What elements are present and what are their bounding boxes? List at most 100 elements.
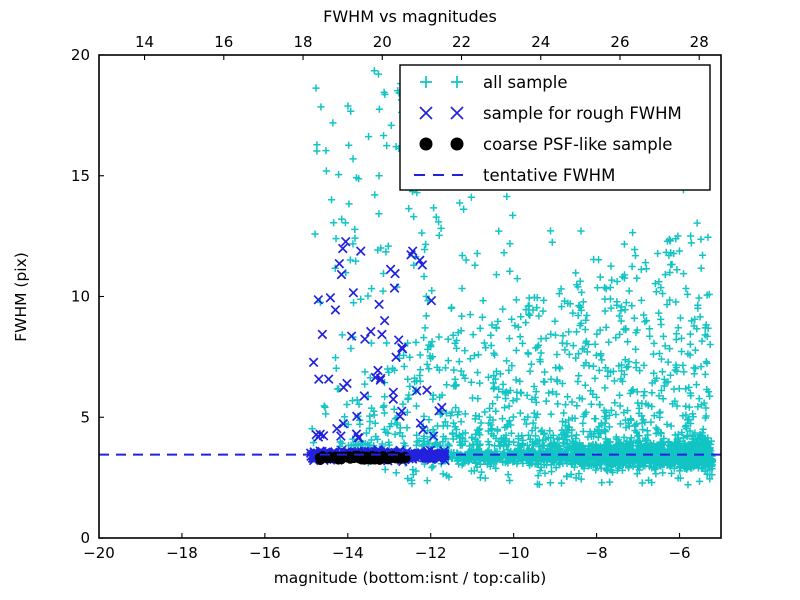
data-point-plus <box>648 379 656 387</box>
data-point-plus <box>422 292 430 300</box>
data-point-plus <box>484 427 492 435</box>
data-point-plus <box>567 470 575 478</box>
data-point-plus <box>516 409 524 417</box>
data-point-plus <box>620 240 629 248</box>
data-point-plus <box>514 441 522 449</box>
data-point-plus <box>540 377 548 386</box>
left-axis-ticks: 0 5 10 15 20 <box>71 46 104 547</box>
data-point-plus <box>349 240 357 248</box>
legend-item-tentative-fwhm[interactable]: tentative FWHM <box>414 166 615 185</box>
data-point-plus <box>535 449 543 457</box>
data-point-plus <box>565 328 573 336</box>
data-point-plus <box>646 332 654 340</box>
data-point-plus <box>492 407 500 415</box>
data-point-plus <box>497 454 505 462</box>
data-point-plus <box>652 288 660 296</box>
data-point-plus <box>420 76 432 88</box>
data-point-plus <box>577 475 585 483</box>
data-point-plus <box>684 481 692 489</box>
data-point-plus <box>345 200 353 208</box>
data-point-plus <box>617 303 626 311</box>
data-point-plus <box>535 436 543 444</box>
data-point-plus <box>542 397 550 405</box>
data-point-plus <box>612 410 620 419</box>
data-point-plus <box>366 374 374 382</box>
data-point-plus <box>381 465 389 474</box>
data-point-plus <box>561 346 569 354</box>
data-point-plus <box>655 278 663 286</box>
legend-item-all-sample[interactable]: all sample <box>420 73 568 92</box>
data-point-plus <box>529 447 537 455</box>
data-point-plus <box>441 364 450 372</box>
data-point-plus <box>532 344 540 352</box>
data-point-plus <box>461 374 469 382</box>
data-point-plus <box>695 294 703 302</box>
data-point-plus <box>658 289 667 298</box>
data-point-plus <box>445 442 453 450</box>
data-point-plus <box>364 133 373 141</box>
data-point-plus <box>370 407 378 415</box>
data-point-plus <box>545 389 553 397</box>
data-point-plus <box>577 442 585 450</box>
data-point-plus <box>509 211 517 219</box>
data-point-plus <box>396 424 404 432</box>
data-point-plus <box>428 464 436 472</box>
data-point-plus <box>704 388 713 396</box>
data-point-plus <box>690 322 698 330</box>
data-point-plus <box>686 419 695 428</box>
data-point-plus <box>640 388 649 396</box>
data-point-plus <box>448 303 456 311</box>
data-point-plus <box>704 324 712 332</box>
data-point-plus <box>489 400 497 408</box>
data-point-cross <box>342 378 352 389</box>
data-point-plus <box>501 423 509 432</box>
data-point-plus <box>575 372 583 380</box>
data-point-plus <box>525 456 534 464</box>
data-point-plus <box>487 331 495 339</box>
data-point-plus <box>529 306 537 314</box>
data-point-plus <box>547 468 556 476</box>
data-point-plus <box>562 432 570 441</box>
data-point-plus <box>400 351 408 359</box>
data-point-plus <box>582 408 590 416</box>
data-point-cross <box>308 357 319 368</box>
data-point-plus <box>587 432 595 440</box>
data-point-plus <box>697 235 705 243</box>
legend-item-coarse-psf-like-sample[interactable]: coarse PSF-like sample <box>419 135 673 154</box>
data-point-plus <box>657 284 665 292</box>
data-point-plus <box>635 404 643 412</box>
data-point-plus <box>513 395 521 403</box>
data-point-plus <box>332 364 340 372</box>
data-point-plus <box>473 441 481 449</box>
data-point-cross <box>348 287 359 298</box>
data-point-plus <box>430 204 438 212</box>
data-point-plus <box>579 412 588 421</box>
data-point-plus <box>677 334 686 342</box>
data-point-plus <box>420 245 429 254</box>
data-point-plus <box>704 233 712 241</box>
data-point-plus <box>598 479 606 487</box>
data-point-plus <box>674 324 682 332</box>
data-point-plus <box>647 418 655 426</box>
bottom-tick-label: −6 <box>668 544 690 562</box>
data-point-plus <box>698 251 707 259</box>
data-point-plus <box>651 464 659 472</box>
data-point-cross <box>306 451 316 462</box>
data-point-cross <box>426 295 437 306</box>
chart-title: FWHM vs magnitudes <box>323 7 497 26</box>
data-point-plus <box>416 351 424 359</box>
data-point-plus <box>516 446 524 454</box>
data-point-plus <box>490 349 498 357</box>
data-point-plus <box>532 398 540 406</box>
data-point-plus <box>482 344 490 352</box>
legend-item-sample-for-rough-fwhm[interactable]: sample for rough FWHM <box>419 104 682 123</box>
data-point-plus <box>532 388 540 396</box>
data-point-plus <box>688 317 696 325</box>
legend[interactable]: all sample sample for rough FWHM coarse PS… <box>399 64 711 191</box>
data-point-plus <box>492 367 501 375</box>
data-point-cross <box>389 283 400 293</box>
data-point-cross <box>317 329 328 340</box>
data-point-plus <box>477 419 485 427</box>
data-point-plus <box>622 363 631 372</box>
data-point-plus <box>609 468 617 476</box>
